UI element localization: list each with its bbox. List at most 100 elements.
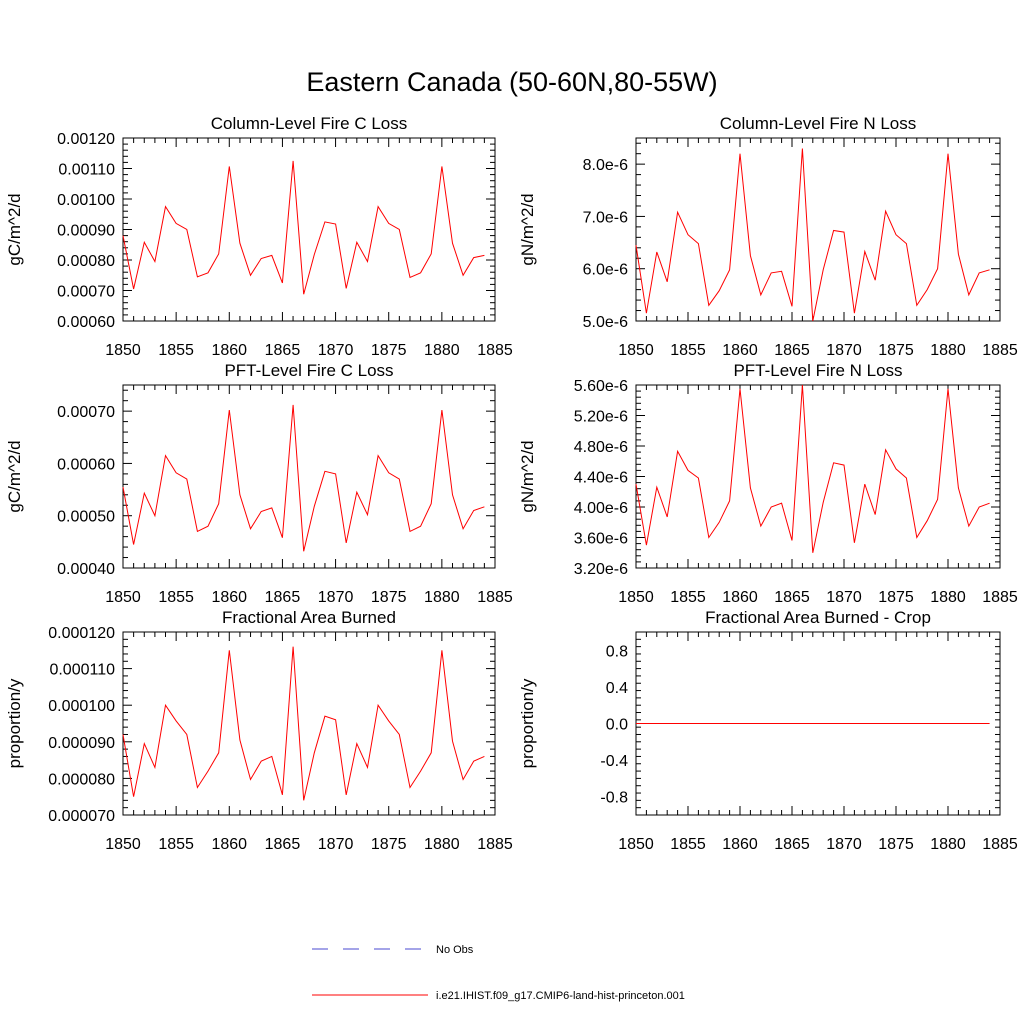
- x-tick-label: 1880: [930, 836, 966, 853]
- y-tick-label: 0.00120: [57, 131, 115, 148]
- panel-title: Fractional Area Burned - Crop: [705, 608, 931, 627]
- x-tick-label: 1865: [265, 589, 301, 606]
- y-tick-label: 0.00050: [57, 509, 115, 526]
- y-tick-label: 4.80e-6: [574, 439, 628, 456]
- x-tick-label: 1860: [722, 589, 758, 606]
- x-tick-label: 1870: [318, 836, 354, 853]
- y-tick-label: 3.20e-6: [574, 561, 628, 578]
- y-tick-label: 4.00e-6: [574, 500, 628, 517]
- y-tick-label: 0.000110: [49, 662, 115, 679]
- y-tick-label: 5.20e-6: [574, 409, 628, 426]
- y-axis-label: gC/m^2/d: [5, 193, 24, 265]
- series-line-1: [635, 148, 990, 322]
- y-tick-label: -0.8: [600, 790, 628, 807]
- x-tick-label: 1850: [105, 589, 141, 606]
- y-tick-label: 0.000120: [48, 625, 115, 642]
- chart-panel-1: 1850 1855 1860 1865 1870 1875 1880 1885 0.00060 0…: [5, 114, 513, 359]
- page-title: Eastern Canada (50-60N,80-55W): [306, 67, 717, 97]
- panel-title: PFT-Level Fire C Loss: [224, 361, 393, 380]
- y-tick-label: 0.00070: [57, 404, 115, 421]
- x-tick-label: 1850: [105, 836, 141, 853]
- y-axis-label: proportion/y: [518, 678, 537, 768]
- x-tick-label: 1850: [618, 836, 654, 853]
- x-tick-label: 1875: [878, 589, 914, 606]
- y-tick-label: 0.00060: [57, 314, 115, 331]
- panel-title: PFT-Level Fire N Loss: [733, 361, 902, 380]
- x-tick-label: 1885: [982, 589, 1018, 606]
- x-tick-label: 1870: [826, 589, 862, 606]
- x-tick-label: 1860: [211, 836, 247, 853]
- series-line-1: [122, 646, 485, 801]
- x-tick-label: 1885: [477, 342, 513, 359]
- chart-panel-6: 1850 1855 1860 1865 1870 1875 1880 1885 -0.8 -0.4…: [518, 608, 1018, 853]
- x-tick-label: 1850: [618, 589, 654, 606]
- y-axis-label: gC/m^2/d: [5, 440, 24, 512]
- x-tick-label: 1880: [930, 589, 966, 606]
- chart-panel-5: 1850 1855 1860 1865 1870 1875 1880 1885 0.000070…: [5, 608, 513, 853]
- x-tick-label: 1880: [424, 342, 460, 359]
- y-axis-label: gN/m^2/d: [518, 193, 537, 265]
- y-tick-label: 0.000100: [48, 698, 115, 715]
- x-tick-label: 1860: [722, 342, 758, 359]
- y-tick-label: 7.0e-6: [583, 209, 628, 226]
- x-tick-label: 1865: [774, 589, 810, 606]
- y-tick-label: 8.0e-6: [583, 157, 628, 174]
- y-tick-label: 0.00090: [57, 223, 115, 240]
- y-tick-label: 5.0e-6: [583, 314, 628, 331]
- y-tick-label: 0.4: [606, 680, 628, 697]
- x-tick-label: 1870: [826, 836, 862, 853]
- x-tick-label: 1880: [930, 342, 966, 359]
- legend-label: No Obs: [436, 944, 474, 956]
- y-tick-label: 0.00040: [57, 561, 115, 578]
- plot-frame: [122, 631, 496, 816]
- y-tick-label: 3.60e-6: [574, 531, 628, 548]
- x-tick-label: 1865: [265, 836, 301, 853]
- x-tick-label: 1885: [982, 342, 1018, 359]
- y-tick-label: 0.000090: [48, 735, 115, 752]
- x-tick-label: 1855: [158, 589, 194, 606]
- x-tick-label: 1865: [774, 342, 810, 359]
- x-tick-label: 1875: [371, 836, 407, 853]
- x-tick-label: 1855: [670, 836, 706, 853]
- panel-title: Column-Level Fire C Loss: [211, 114, 408, 133]
- plot-frame: [122, 384, 496, 569]
- y-tick-label: 0.8: [606, 643, 628, 660]
- x-tick-label: 1865: [774, 836, 810, 853]
- x-tick-label: 1860: [211, 589, 247, 606]
- chart-panel-2: 1850 1855 1860 1865 1870 1875 1880 1885 5.0e-6 6.…: [518, 114, 1018, 359]
- x-tick-label: 1855: [670, 342, 706, 359]
- x-tick-label: 1860: [211, 342, 247, 359]
- y-axis-label: proportion/y: [5, 678, 24, 768]
- x-tick-label: 1875: [371, 342, 407, 359]
- y-tick-label: 0.00110: [58, 162, 115, 179]
- x-tick-label: 1885: [477, 836, 513, 853]
- series-line-1: [122, 404, 485, 552]
- x-tick-label: 1875: [878, 836, 914, 853]
- x-tick-label: 1865: [265, 342, 301, 359]
- legend-entry-1: No Obs: [312, 944, 474, 956]
- y-tick-label: 0.00070: [57, 284, 115, 301]
- chart-panel-4: 1850 1855 1860 1865 1870 1875 1880 1885 3.20e-6 3…: [518, 361, 1018, 606]
- legend: No Obs i.e21.IHIST.f09_g17.CMIP6-land-his…: [312, 944, 685, 1002]
- x-tick-label: 1880: [424, 589, 460, 606]
- legend-entry-2: i.e21.IHIST.f09_g17.CMIP6-land-hist-prin…: [312, 990, 685, 1002]
- x-tick-label: 1855: [158, 342, 194, 359]
- y-tick-label: 4.40e-6: [574, 470, 628, 487]
- panel-title: Fractional Area Burned: [222, 608, 396, 627]
- x-tick-label: 1870: [826, 342, 862, 359]
- x-tick-label: 1855: [670, 589, 706, 606]
- x-tick-label: 1870: [318, 589, 354, 606]
- series-line-1: [635, 384, 990, 553]
- chart-panel-3: 1850 1855 1860 1865 1870 1875 1880 1885 0.00040 0…: [5, 361, 513, 606]
- x-tick-label: 1850: [618, 342, 654, 359]
- y-tick-label: 6.0e-6: [583, 262, 628, 279]
- x-tick-label: 1855: [158, 836, 194, 853]
- plot-frame: [635, 137, 1001, 322]
- x-tick-label: 1870: [318, 342, 354, 359]
- y-tick-label: 0.00080: [57, 253, 115, 270]
- y-tick-label: 0.00100: [57, 192, 115, 209]
- y-tick-label: 0.0: [606, 717, 628, 734]
- x-tick-label: 1885: [477, 589, 513, 606]
- y-axis-label: gN/m^2/d: [518, 440, 537, 512]
